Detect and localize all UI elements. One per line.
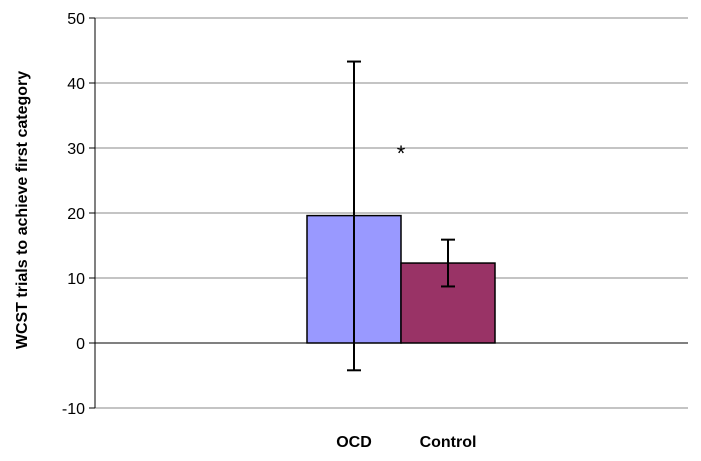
significance-marker: *: [397, 141, 406, 166]
y-tick-label: 0: [76, 336, 85, 353]
bars: [306, 214, 496, 344]
category-label-ocd: OCD: [336, 434, 372, 451]
axes: [89, 17, 688, 409]
error-bars: [347, 60, 455, 372]
y-tick-label: 30: [67, 141, 85, 158]
y-axis-title: WCST trials to achieve first category: [14, 71, 31, 349]
y-tick-label: 50: [67, 11, 85, 28]
gridlines: [95, 17, 688, 409]
y-tick-label: -10: [62, 401, 85, 418]
y-tick-label: 40: [67, 76, 85, 93]
y-tick-label: 10: [67, 271, 85, 288]
y-tick-label: 20: [67, 206, 85, 223]
category-label-control: Control: [420, 434, 477, 451]
labels: -10 0 10 20 30 40 50 OCD Control *: [62, 11, 477, 451]
